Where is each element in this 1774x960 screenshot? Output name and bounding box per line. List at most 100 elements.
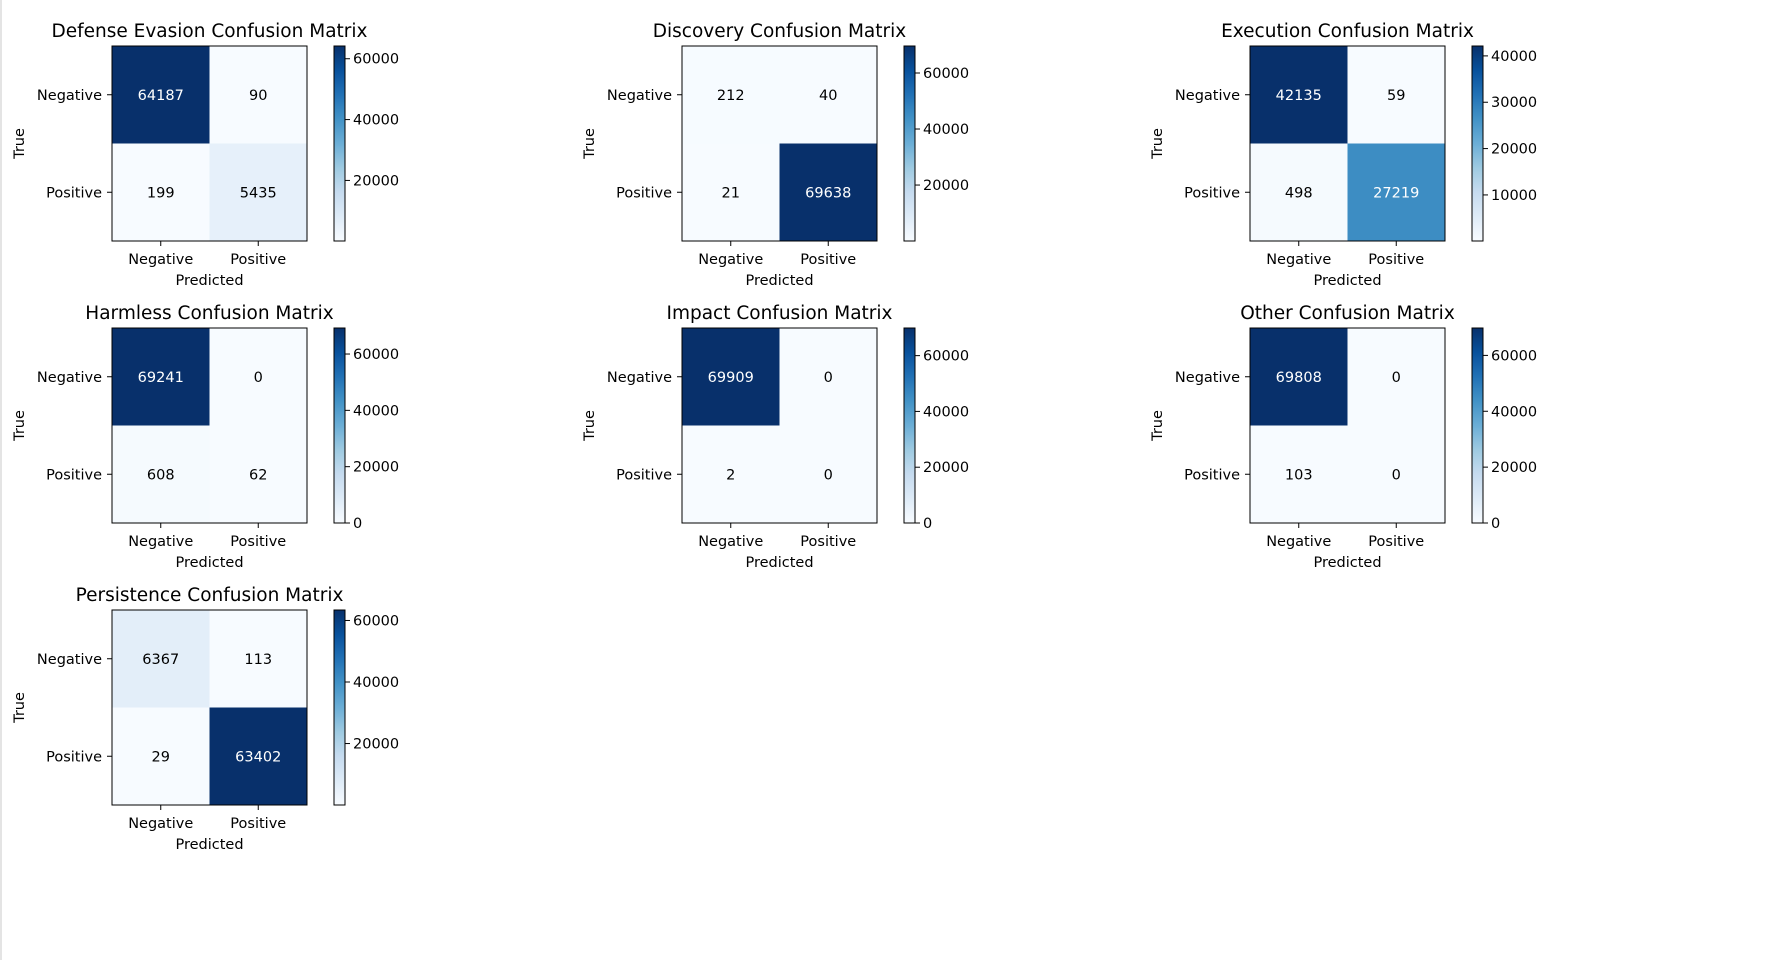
matrix-cell xyxy=(1250,46,1348,144)
matrix-cell xyxy=(1250,143,1348,241)
colorbar-tick-label: 60000 xyxy=(923,349,969,365)
axes-frame xyxy=(681,45,878,242)
matrix-cell xyxy=(1347,46,1445,144)
colorbar-tick-label: 20000 xyxy=(353,173,399,189)
cell-value: 21 xyxy=(722,185,740,201)
matrix-cell xyxy=(1250,328,1348,426)
cell-value: 27219 xyxy=(1373,185,1419,201)
colorbar-tick-label: 40000 xyxy=(353,113,399,129)
x-axis-label: Predicted xyxy=(1313,273,1381,289)
colorbar-tick-label: 40000 xyxy=(353,675,399,691)
y-axis-label: True xyxy=(582,128,598,160)
colorbar-tick-label: 20000 xyxy=(1491,142,1537,158)
y-tick-label: Negative xyxy=(1175,370,1240,386)
cell-value: 103 xyxy=(1285,467,1313,483)
y-tick-label: Positive xyxy=(616,467,672,483)
colorbar-tick-label: 10000 xyxy=(1491,188,1537,204)
axes-frame xyxy=(111,327,308,524)
colorbar-tick-label: 20000 xyxy=(923,460,969,476)
matrix-cell xyxy=(112,328,210,426)
x-tick-label: Positive xyxy=(230,816,286,832)
axes-frame xyxy=(111,609,308,806)
colorbar-tick-label: 20000 xyxy=(1491,460,1537,476)
colorbar-tick-label: 0 xyxy=(1491,516,1500,532)
matrix-cell xyxy=(112,425,210,523)
colorbar-tick-label: 40000 xyxy=(1491,49,1537,65)
chart-title: Impact Confusion Matrix xyxy=(666,303,892,324)
chart-title: Execution Confusion Matrix xyxy=(1221,21,1474,42)
axes-frame xyxy=(111,45,308,242)
colorbar xyxy=(1471,327,1484,524)
colorbar xyxy=(903,45,916,242)
x-tick-label: Negative xyxy=(698,252,763,268)
discovery-confusion-matrix: 212 40 21 69638 Discovery Confusion Matrix Ne… xyxy=(582,21,969,289)
chart-title: Defense Evasion Confusion Matrix xyxy=(52,21,368,42)
execution-confusion-matrix: 42135 59 498 27219 Execution Confusion Matri… xyxy=(1150,21,1537,289)
y-tick-label: Positive xyxy=(1184,467,1240,483)
matrix-cell xyxy=(779,425,877,523)
impact-confusion-matrix: 69909 0 2 0 Impact Confusion Matrix Negative P… xyxy=(582,303,969,571)
cell-value: 40 xyxy=(819,88,837,104)
matrix-cell xyxy=(209,328,307,426)
y-tick-label: Negative xyxy=(607,88,672,104)
cell-value: 69241 xyxy=(138,370,184,386)
y-axis-label: True xyxy=(582,410,598,442)
y-tick-label: Negative xyxy=(607,370,672,386)
matrix-cell xyxy=(209,143,307,241)
cell-value: 0 xyxy=(824,467,833,483)
y-tick-label: Positive xyxy=(46,749,102,765)
colorbar-tick-label: 60000 xyxy=(353,613,399,629)
axes-frame xyxy=(681,327,878,524)
colorbar-tick-label: 20000 xyxy=(923,178,969,194)
cell-value: 0 xyxy=(254,370,263,386)
harmless-confusion-matrix: 69241 0 608 62 Harmless Confusion Matrix Nega… xyxy=(12,303,399,571)
colorbar-tick-label: 30000 xyxy=(1491,95,1537,111)
matrix-cell xyxy=(112,46,210,144)
cell-value: 69808 xyxy=(1276,370,1322,386)
axes-frame xyxy=(1249,327,1446,524)
x-tick-label: Negative xyxy=(1266,534,1331,550)
colorbar-tick-label: 20000 xyxy=(353,460,399,476)
y-axis-label: True xyxy=(12,692,28,724)
colorbar xyxy=(333,327,346,524)
x-axis-label: Predicted xyxy=(175,837,243,853)
matrix-cell xyxy=(682,328,780,426)
y-tick-label: Negative xyxy=(37,88,102,104)
matrix-cell xyxy=(209,707,307,805)
chart-title: Other Confusion Matrix xyxy=(1240,303,1455,324)
x-tick-label: Positive xyxy=(800,534,856,550)
cell-value: 498 xyxy=(1285,185,1313,201)
figure-left-border xyxy=(0,0,2,960)
matrix-cell xyxy=(209,46,307,144)
axes-frame xyxy=(1249,45,1446,242)
x-tick-label: Negative xyxy=(128,252,193,268)
colorbar-tick-label: 40000 xyxy=(923,404,969,420)
cell-value: 0 xyxy=(824,370,833,386)
colorbar-tick-label: 40000 xyxy=(923,122,969,138)
x-tick-label: Negative xyxy=(1266,252,1331,268)
matrix-cell xyxy=(1250,425,1348,523)
y-axis-label: True xyxy=(12,410,28,442)
cell-value: 42135 xyxy=(1276,88,1322,104)
cell-value: 0 xyxy=(1392,467,1401,483)
cell-value: 212 xyxy=(717,88,745,104)
cell-value: 5435 xyxy=(240,185,277,201)
y-tick-label: Positive xyxy=(1184,185,1240,201)
matrix-cell xyxy=(209,425,307,523)
matrix-cell xyxy=(112,707,210,805)
persistence-confusion-matrix: 6367 113 29 63402 Persistence Confusion Matr… xyxy=(12,585,399,853)
x-tick-label: Negative xyxy=(128,816,193,832)
cell-value: 69638 xyxy=(805,185,851,201)
matrix-cell xyxy=(779,143,877,241)
chart-title: Harmless Confusion Matrix xyxy=(85,303,333,324)
x-axis-label: Predicted xyxy=(745,273,813,289)
cell-value: 62 xyxy=(249,467,267,483)
x-tick-label: Positive xyxy=(800,252,856,268)
colorbar-tick-label: 40000 xyxy=(1491,404,1537,420)
matrix-cell xyxy=(112,143,210,241)
matrix-cell xyxy=(112,610,210,708)
matrix-cell xyxy=(682,46,780,144)
matrix-cell xyxy=(209,610,307,708)
cell-value: 63402 xyxy=(235,749,281,765)
colorbar-tick-label: 60000 xyxy=(923,66,969,82)
